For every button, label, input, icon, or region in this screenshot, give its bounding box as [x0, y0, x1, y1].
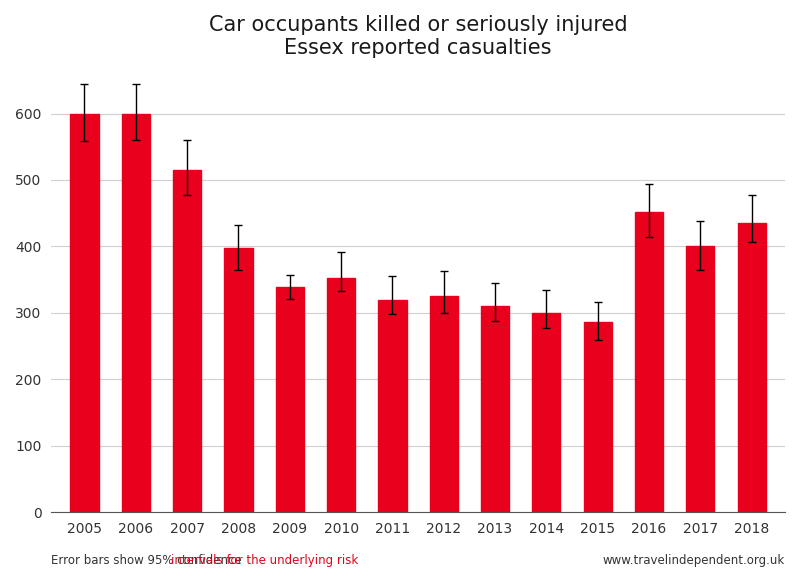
Bar [70, 114, 98, 512]
Bar [122, 114, 150, 512]
Bar [276, 287, 304, 512]
Text: intervals for the underlying risk: intervals for the underlying risk [171, 554, 358, 567]
Text: Error bars show 95% confidence: Error bars show 95% confidence [51, 554, 246, 567]
Title: Car occupants killed or seriously injured
Essex reported casualties: Car occupants killed or seriously injure… [209, 15, 627, 58]
Bar [430, 296, 458, 512]
Bar [583, 321, 612, 512]
Bar [224, 248, 253, 512]
Text: www.travelindependent.org.uk: www.travelindependent.org.uk [602, 554, 785, 567]
Bar [635, 212, 663, 512]
Bar [481, 306, 509, 512]
Bar [686, 246, 714, 512]
Bar [738, 223, 766, 512]
Bar [327, 278, 355, 512]
Bar [378, 300, 406, 512]
Bar [532, 313, 561, 512]
Bar [173, 170, 202, 512]
